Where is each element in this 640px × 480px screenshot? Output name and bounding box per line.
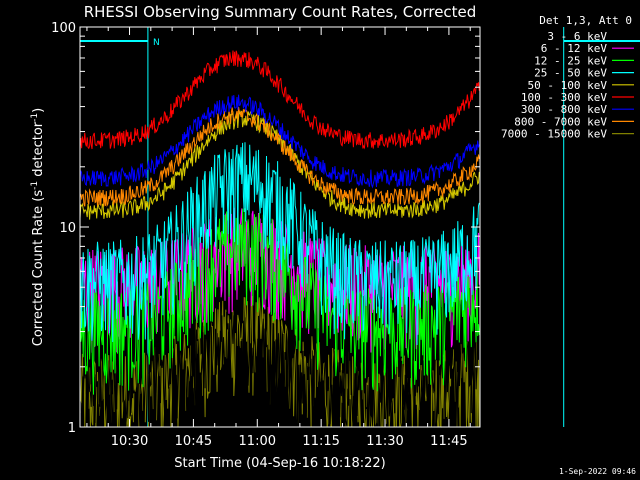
- series-line: [79, 207, 480, 353]
- series-line-12-25kev: [79, 207, 480, 395]
- x-tick-label: 10:45: [175, 434, 212, 449]
- y-tick-label: 1: [68, 421, 76, 436]
- series-line: [79, 311, 480, 429]
- x-tick-label: 11:30: [366, 434, 403, 449]
- legend-item: 100 - 300 keV: [521, 91, 634, 104]
- attenuator-marker-label: N: [153, 38, 160, 48]
- legend-label: 100 - 300 keV: [521, 91, 607, 104]
- series-line: [79, 207, 480, 395]
- timestamp: 1-Sep-2022 09:46: [559, 467, 636, 476]
- legend-item: 12 - 25 keV: [534, 54, 634, 67]
- series-line: [79, 110, 480, 220]
- legend-item: 6 - 12 keV: [541, 42, 634, 55]
- legend-label: 800 - 7000 keV: [514, 115, 607, 128]
- legend-item: 800 - 7000 keV: [514, 115, 634, 128]
- legend-item: 7000 - 15000 keV: [501, 128, 634, 141]
- legend-label: 300 - 800 keV: [521, 103, 607, 116]
- legend-item: 300 - 800 keV: [521, 103, 634, 116]
- y-tick-label: 100: [51, 21, 76, 36]
- series-line: [79, 50, 480, 150]
- series-line-25-50kev: [79, 142, 480, 346]
- x-tick-label: 11:00: [239, 434, 276, 449]
- legend-header: Det 1,3, Att 0: [539, 14, 632, 27]
- chart-title: RHESSI Observing Summary Count Rates, Co…: [84, 3, 477, 21]
- legend-item: 25 - 50 keV: [534, 67, 634, 80]
- x-tick-label: 11:15: [302, 434, 339, 449]
- series-line-3-6kev: [79, 311, 480, 429]
- y-axis-label: Corrected Count Rate (s-1 detector-1): [30, 108, 46, 346]
- x-axis-label: Start Time (04-Sep-16 10:18:22): [174, 456, 385, 471]
- series-line-50-100kev: [79, 110, 480, 220]
- legend-label: 12 - 25 keV: [534, 54, 607, 67]
- axes: 10:30 10:45 11:00 11:15 11:30 11:45 1 10 100: [51, 21, 480, 449]
- legend-label: 50 - 100 keV: [528, 79, 608, 92]
- series-line-6-12kev: [79, 207, 480, 353]
- legend-label: 3 - 6 keV: [547, 30, 607, 43]
- series-line: [79, 94, 480, 189]
- series-line-300-800kev: [79, 94, 480, 189]
- series-line-100-300kev: [79, 50, 480, 150]
- plot-area: N: [79, 27, 640, 429]
- series-line-800-7000kev: [79, 107, 480, 208]
- legend-item: 50 - 100 keV: [528, 79, 634, 92]
- y-tick-label: 10: [59, 221, 76, 236]
- legend-item: 3 - 6 keV: [547, 30, 634, 43]
- legend-label: 25 - 50 keV: [534, 67, 607, 80]
- series-line: [79, 107, 480, 208]
- legend-label: 6 - 12 keV: [541, 42, 608, 55]
- x-tick-label: 11:45: [430, 434, 467, 449]
- legend-label: 7000 - 15000 keV: [501, 128, 607, 141]
- x-tick-label: 10:30: [111, 434, 148, 449]
- series-line: [79, 142, 480, 346]
